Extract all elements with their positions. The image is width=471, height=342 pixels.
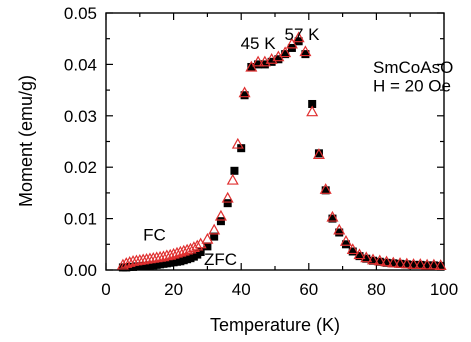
fc-point — [421, 258, 434, 270]
fc-point — [339, 234, 352, 246]
zfc-point — [402, 260, 411, 269]
fc-point — [407, 258, 420, 269]
zfc-point — [301, 50, 310, 59]
fc-point — [394, 257, 407, 268]
annotation-label: SmCoAsO — [373, 58, 453, 77]
series-fc — [116, 31, 447, 270]
fc-point — [238, 86, 251, 98]
y-axis-title: Moment (emu/g) — [16, 75, 36, 207]
x-axis-title: Temperature (K) — [210, 315, 340, 335]
zfc-point — [196, 248, 205, 257]
fc-point — [333, 223, 346, 235]
fc-point — [231, 137, 244, 149]
zfc-point — [409, 260, 418, 269]
y-tick-label: 0.04 — [64, 55, 97, 74]
zfc-point — [423, 261, 432, 270]
fc-point — [380, 255, 393, 267]
data-series — [116, 31, 447, 272]
fc-point — [306, 105, 319, 117]
fc-point — [214, 209, 227, 221]
zfc-point — [240, 91, 249, 100]
zfc-point — [369, 256, 378, 265]
x-tick-label: 0 — [101, 280, 110, 299]
zfc-point — [429, 261, 438, 270]
fc-point — [221, 191, 234, 203]
zfc-point — [348, 247, 357, 256]
fc-point — [312, 148, 325, 159]
x-tick-label: 60 — [299, 280, 318, 299]
fc-point — [279, 46, 292, 58]
tick-labels: 0 20 40 60 80 100 0.00 0.01 0.02 0.03 0.04 0.05 — [64, 4, 458, 299]
y-tick-label: 0.05 — [64, 4, 97, 23]
zfc-point — [274, 55, 283, 64]
y-tick-label: 0.03 — [64, 107, 97, 126]
fc-point — [157, 250, 170, 262]
fc-point — [427, 258, 440, 270]
zfc-point — [396, 259, 405, 268]
zfc-point — [203, 242, 212, 251]
zfc-point — [355, 252, 364, 261]
fc-point — [292, 31, 305, 43]
zfc-point — [436, 261, 445, 270]
y-tick-label: 0.02 — [64, 158, 97, 177]
fc-point — [400, 257, 413, 269]
fc-point — [360, 251, 373, 263]
x-tick-label: 40 — [232, 280, 251, 299]
fc-point — [373, 254, 386, 266]
zfc-point — [216, 217, 225, 226]
fc-point — [387, 256, 400, 268]
annotation-label: 45 K — [241, 34, 277, 53]
zfc-point — [328, 214, 337, 223]
zfc-point — [362, 254, 371, 263]
annotation-label: 57 K — [285, 25, 321, 44]
annotation-label: FC — [143, 226, 166, 245]
fc-point — [208, 223, 221, 235]
fc-point — [299, 45, 312, 57]
x-tick-label: 20 — [164, 280, 183, 299]
fc-point — [326, 210, 339, 222]
fc-point — [353, 248, 366, 260]
zfc-point — [247, 62, 256, 71]
fc-point — [346, 243, 359, 255]
y-tick-label: 0.00 — [64, 261, 97, 280]
fc-point — [191, 239, 204, 251]
fc-point — [434, 259, 447, 270]
zfc-point — [321, 186, 330, 195]
zfc-point — [308, 99, 317, 108]
zfc-point — [281, 50, 290, 59]
zfc-point — [382, 258, 391, 267]
fc-point — [367, 253, 380, 265]
zfc-point — [416, 260, 425, 269]
annotation-label: H = 20 Oe — [373, 77, 451, 96]
y-tick-label: 0.01 — [64, 210, 97, 229]
x-tick-label: 100 — [430, 280, 458, 299]
zfc-point — [210, 232, 219, 241]
zfc-point — [254, 60, 263, 69]
fc-point — [285, 37, 298, 49]
x-tick-label: 80 — [367, 280, 386, 299]
zfc-point — [389, 259, 398, 268]
zfc-point — [230, 166, 239, 175]
fc-point — [201, 232, 214, 244]
zfc-point — [267, 57, 276, 66]
zfc-point — [341, 240, 350, 249]
fc-point — [226, 173, 239, 185]
fc-point — [414, 258, 427, 269]
annotation-label: ZFC — [204, 250, 237, 269]
zfc-point — [335, 228, 344, 237]
fc-point — [252, 55, 265, 67]
fc-point — [245, 60, 258, 72]
fc-point — [319, 183, 332, 194]
zfc-point — [223, 199, 232, 208]
zfc-point — [314, 149, 323, 158]
zfc-point — [260, 60, 269, 69]
fc-point — [123, 256, 136, 267]
zfc-point — [375, 257, 384, 266]
